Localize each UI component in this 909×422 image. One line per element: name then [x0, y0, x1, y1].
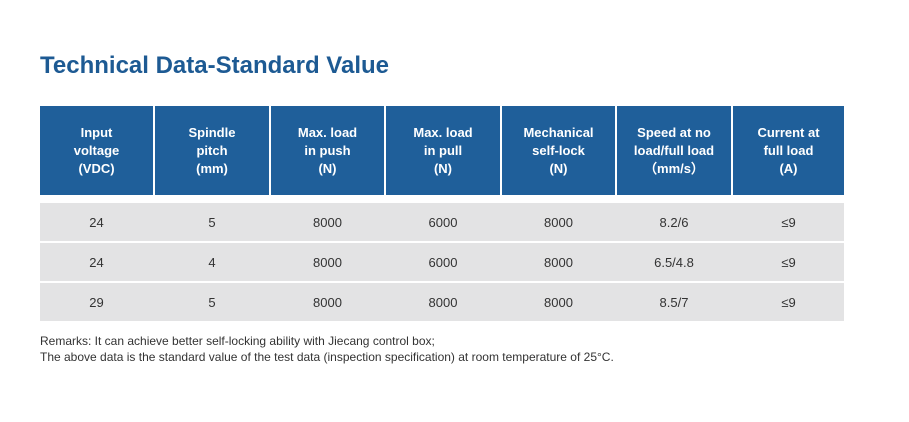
cell-max-load-pull: 6000: [428, 214, 458, 230]
table-row: 24 4 8000 6000 8000 6.5/4.8 ≤9: [40, 243, 844, 281]
cell-max-load-push: 8000: [313, 214, 342, 230]
header-spindle-pitch: Spindle pitch (mm): [155, 106, 269, 195]
header-max-load-push: Max. load in push (N): [271, 106, 384, 195]
header-line: Input: [80, 124, 113, 140]
header-line: (mm): [196, 160, 228, 176]
header-line: Spindle: [188, 124, 236, 140]
cell-speed: 6.5/4.8: [654, 254, 694, 270]
cell-spindle-pitch: 5: [208, 294, 216, 310]
table-gap: [40, 195, 844, 203]
header-line: (VDC): [78, 160, 115, 176]
header-line: (N): [433, 160, 453, 176]
remarks: Remarks: It can achieve better self-lock…: [40, 333, 614, 365]
header-line: （mm/s）: [644, 160, 704, 176]
table-header-row: Input voltage (VDC) Spindle pitch (mm) M…: [40, 106, 844, 195]
cell-speed: 8.2/6: [659, 214, 689, 230]
header-input-voltage: Input voltage (VDC): [40, 106, 153, 195]
cell-max-load-push: 8000: [313, 294, 342, 310]
cell-current: ≤9: [781, 214, 796, 230]
cell-input-voltage: 24: [89, 254, 104, 270]
cell-mechanical-self-lock: 8000: [544, 294, 573, 310]
header-line: pitch: [196, 142, 228, 158]
header-line: full load: [763, 142, 814, 158]
cell-spindle-pitch: 5: [208, 214, 216, 230]
header-line: (A): [779, 160, 798, 176]
header-mechanical-self-lock: Mechanical self-lock (N): [502, 106, 615, 195]
header-line: Max. load: [413, 124, 473, 140]
header-max-load-pull: Max. load in pull (N): [386, 106, 500, 195]
header-line: self-lock: [532, 142, 585, 158]
header-line: (N): [549, 160, 568, 176]
cell-current: ≤9: [781, 294, 796, 310]
cell-mechanical-self-lock: 8000: [544, 214, 573, 230]
header-line: Speed at no: [637, 124, 711, 140]
cell-mechanical-self-lock: 8000: [544, 254, 573, 270]
header-line: load/full load: [633, 142, 715, 158]
cell-speed: 8.5/7: [659, 294, 689, 310]
cell-input-voltage: 29: [89, 294, 104, 310]
cell-current: ≤9: [781, 254, 796, 270]
remarks-line: The above data is the standard value of …: [40, 350, 614, 364]
cell-max-load-push: 8000: [313, 254, 342, 270]
header-line: in push: [304, 142, 351, 158]
table-row: 29 5 8000 8000 8000 8.5/7 ≤9: [40, 283, 844, 321]
header-line: Max. load: [297, 124, 358, 140]
header-line: Mechanical: [523, 124, 594, 140]
cell-spindle-pitch: 4: [208, 254, 216, 270]
technical-data-table: Input voltage (VDC) Spindle pitch (mm) M…: [40, 106, 844, 323]
header-line: Current at: [757, 124, 820, 140]
header-current: Current at full load (A): [733, 106, 844, 195]
header-line: (N): [318, 160, 337, 176]
header-line: in pull: [423, 142, 463, 158]
table-row: 24 5 8000 6000 8000 8.2/6 ≤9: [40, 203, 844, 241]
cell-max-load-pull: 8000: [428, 294, 458, 310]
cell-input-voltage: 24: [89, 214, 104, 230]
cell-max-load-pull: 6000: [428, 254, 458, 270]
header-line: voltage: [73, 142, 120, 158]
page-title: Technical Data-Standard Value: [40, 52, 389, 79]
remarks-line: Remarks: It can achieve better self-lock…: [40, 334, 435, 348]
header-speed: Speed at no load/full load （mm/s）: [617, 106, 731, 195]
